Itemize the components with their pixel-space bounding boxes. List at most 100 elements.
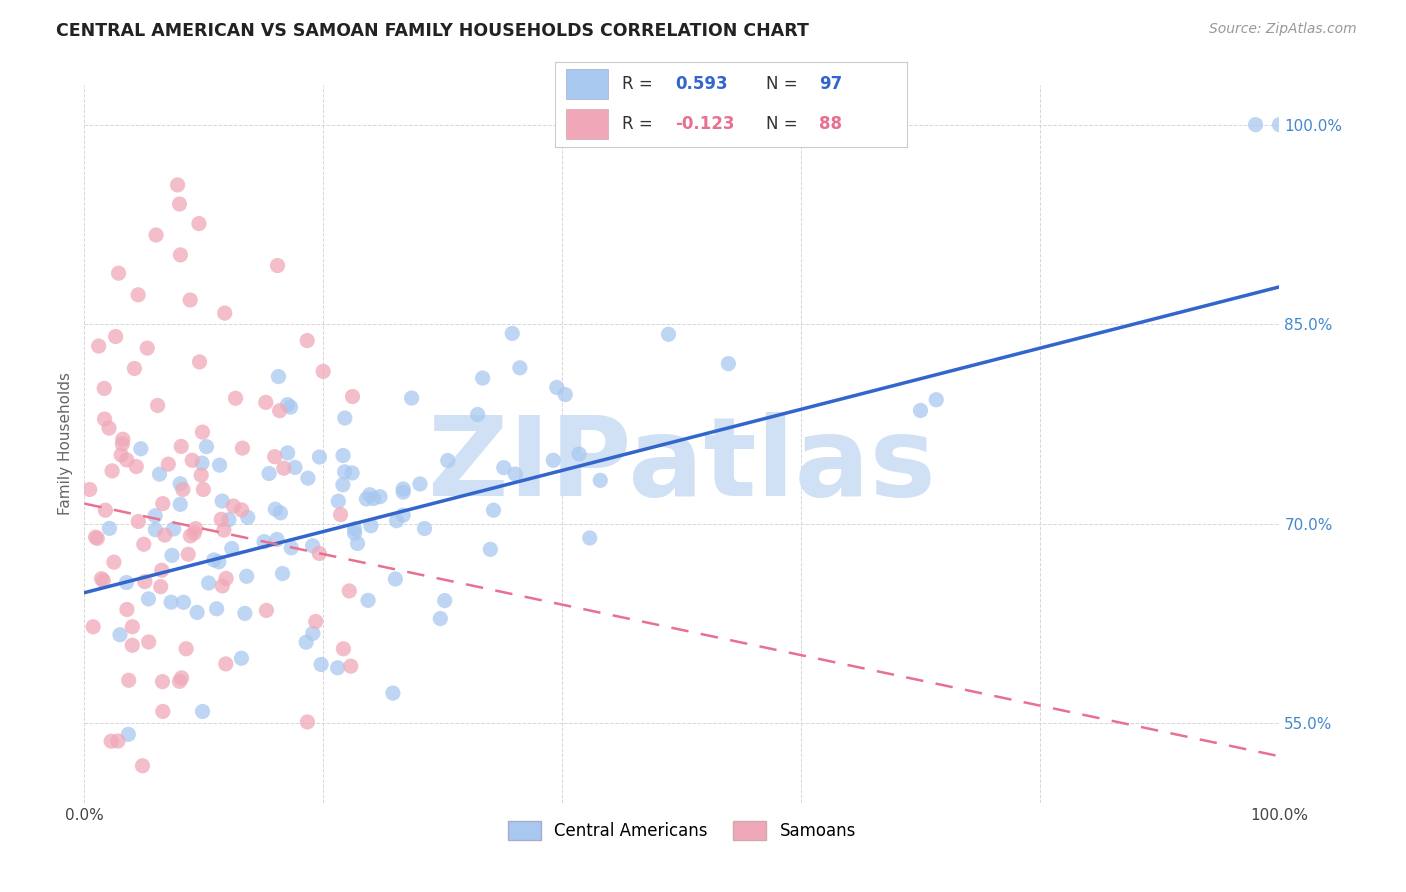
Point — [152, 674, 174, 689]
Point — [186, 606, 208, 620]
Point — [138, 635, 160, 649]
Point — [236, 510, 259, 524]
Point — [360, 518, 382, 533]
Point — [152, 705, 174, 719]
Point — [1268, 118, 1291, 132]
Point — [503, 467, 526, 481]
Point — [578, 531, 600, 545]
Point — [509, 360, 531, 375]
Bar — [565, 70, 607, 99]
Point — [100, 734, 122, 748]
Point — [208, 458, 231, 472]
Legend: Central Americans, Samoans: Central Americans, Samoans — [499, 813, 865, 848]
Point — [145, 227, 167, 242]
Point — [340, 466, 363, 480]
Point — [328, 494, 350, 508]
Point — [295, 635, 318, 649]
Point — [269, 403, 291, 417]
Point — [333, 411, 356, 425]
Point — [93, 412, 115, 426]
Y-axis label: Family Households: Family Households — [58, 372, 73, 516]
Point — [333, 465, 356, 479]
Point — [337, 584, 360, 599]
Point — [110, 448, 132, 462]
Point — [184, 522, 207, 536]
Point — [215, 571, 238, 585]
Point — [191, 456, 214, 470]
Point — [482, 503, 505, 517]
Point — [127, 515, 149, 529]
Point — [266, 533, 288, 547]
Text: -0.123: -0.123 — [675, 115, 734, 133]
Point — [202, 553, 225, 567]
Point — [385, 514, 408, 528]
Point — [181, 453, 204, 467]
Text: 88: 88 — [818, 115, 842, 133]
Point — [401, 391, 423, 405]
Point — [910, 403, 932, 417]
Point — [174, 641, 197, 656]
Point — [143, 523, 166, 537]
Point — [138, 591, 160, 606]
Point — [717, 357, 740, 371]
Point — [295, 334, 318, 348]
Point — [264, 502, 287, 516]
Point — [568, 447, 591, 461]
Point — [93, 381, 115, 395]
Point — [191, 425, 214, 439]
Point — [173, 595, 195, 609]
Point — [546, 380, 568, 394]
Point — [166, 178, 188, 192]
Point — [297, 471, 319, 485]
Point — [231, 503, 253, 517]
Point — [392, 508, 415, 523]
Point — [118, 673, 141, 688]
Point — [413, 522, 436, 536]
Point — [215, 657, 238, 671]
Point — [346, 536, 368, 550]
Point — [84, 530, 107, 544]
Point — [214, 306, 236, 320]
Point — [267, 369, 290, 384]
Point — [183, 526, 205, 541]
Point — [143, 508, 166, 523]
Point — [191, 705, 214, 719]
Point — [301, 539, 323, 553]
Point — [148, 467, 170, 482]
Point — [308, 546, 330, 560]
Point — [193, 483, 215, 497]
Point — [233, 607, 256, 621]
Point — [342, 390, 364, 404]
Point — [169, 476, 191, 491]
Point — [221, 541, 243, 556]
Point — [205, 601, 228, 615]
Point — [98, 421, 121, 435]
Point — [98, 521, 121, 535]
Point — [153, 528, 176, 542]
Point — [280, 400, 302, 414]
Point — [218, 513, 240, 527]
Point — [231, 651, 253, 665]
Point — [231, 441, 253, 455]
Point — [169, 248, 191, 262]
Point — [115, 602, 138, 616]
Point — [209, 512, 232, 526]
Point — [103, 555, 125, 569]
Point — [160, 595, 183, 609]
Point — [160, 549, 183, 563]
Point — [101, 464, 124, 478]
Point — [125, 459, 148, 474]
Text: N =: N = — [766, 75, 803, 93]
Point — [115, 453, 138, 467]
Point — [263, 450, 285, 464]
Point — [150, 563, 173, 577]
Point — [179, 529, 201, 543]
Point — [107, 266, 129, 280]
Point — [479, 542, 502, 557]
Point — [589, 474, 612, 488]
Point — [357, 593, 380, 607]
Point — [117, 727, 139, 741]
Point — [169, 674, 191, 689]
Point — [297, 714, 319, 729]
Point — [409, 477, 432, 491]
